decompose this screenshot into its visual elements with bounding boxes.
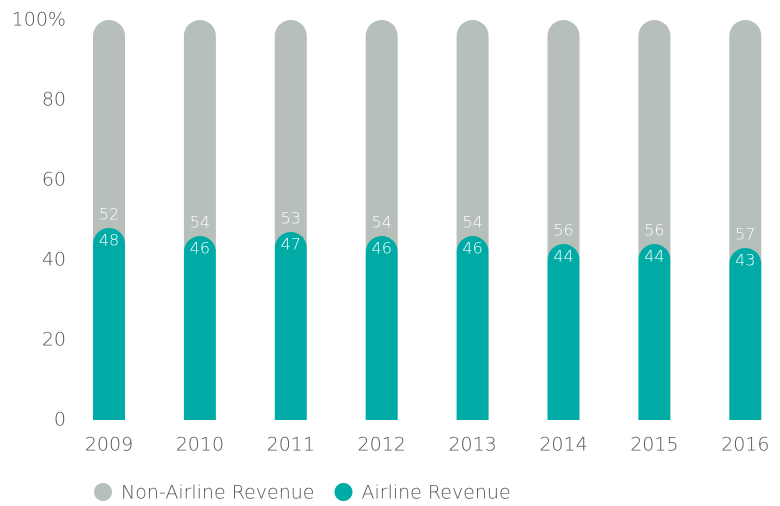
x-tick-label: 2010 [176, 434, 224, 456]
data-label: 48 [99, 231, 119, 250]
data-label: 46 [190, 239, 210, 258]
data-label: 52 [99, 205, 119, 224]
y-tick-label: 40 [42, 249, 66, 271]
bar-segment [638, 244, 671, 420]
y-tick-label: 80 [42, 89, 66, 111]
bar-segment [365, 236, 398, 420]
data-label: 54 [190, 213, 210, 232]
data-label: 44 [553, 247, 573, 266]
legend-label: Airline Revenue [361, 482, 510, 504]
bar-segment [547, 244, 580, 420]
y-tick-label: 0 [54, 409, 66, 431]
legend-swatch [94, 483, 112, 501]
data-label: 57 [735, 225, 755, 244]
y-tick-label: 60 [42, 169, 66, 191]
data-label: 54 [462, 213, 482, 232]
bar-segment [183, 236, 216, 420]
bar-segment [729, 248, 762, 420]
y-tick-label: 20 [42, 329, 66, 351]
x-tick-label: 2014 [539, 434, 587, 456]
legend-swatch [334, 483, 353, 501]
bar-segment [729, 20, 762, 264]
x-tick-label: 2009 [85, 434, 133, 456]
x-tick-label: 2011 [267, 434, 315, 456]
bar-segment [456, 236, 489, 420]
data-label: 56 [553, 221, 573, 240]
bar-segment [638, 20, 671, 260]
bar-segment [274, 232, 307, 420]
bar-segment [93, 20, 125, 244]
data-label: 43 [735, 251, 755, 270]
x-tick-label: 2013 [448, 434, 496, 456]
bar-segment [183, 20, 216, 252]
bar-segment [547, 20, 580, 260]
x-tick-label: 2012 [358, 434, 406, 456]
data-label: 54 [372, 213, 392, 232]
legend-label: Non-Airline Revenue [121, 482, 314, 504]
data-label: 46 [372, 239, 392, 258]
bar-segment [365, 20, 398, 252]
data-label: 53 [281, 209, 301, 228]
y-tick-label: 100% [12, 9, 66, 31]
x-tick-label: 2016 [721, 434, 769, 456]
data-label: 56 [644, 221, 664, 240]
x-tick-label: 2015 [630, 434, 678, 456]
bar-segment [456, 20, 489, 252]
bar-segment [93, 228, 125, 420]
data-label: 44 [644, 247, 664, 266]
bar-segment [274, 20, 307, 248]
data-label: 46 [462, 239, 482, 258]
data-label: 47 [281, 235, 301, 254]
